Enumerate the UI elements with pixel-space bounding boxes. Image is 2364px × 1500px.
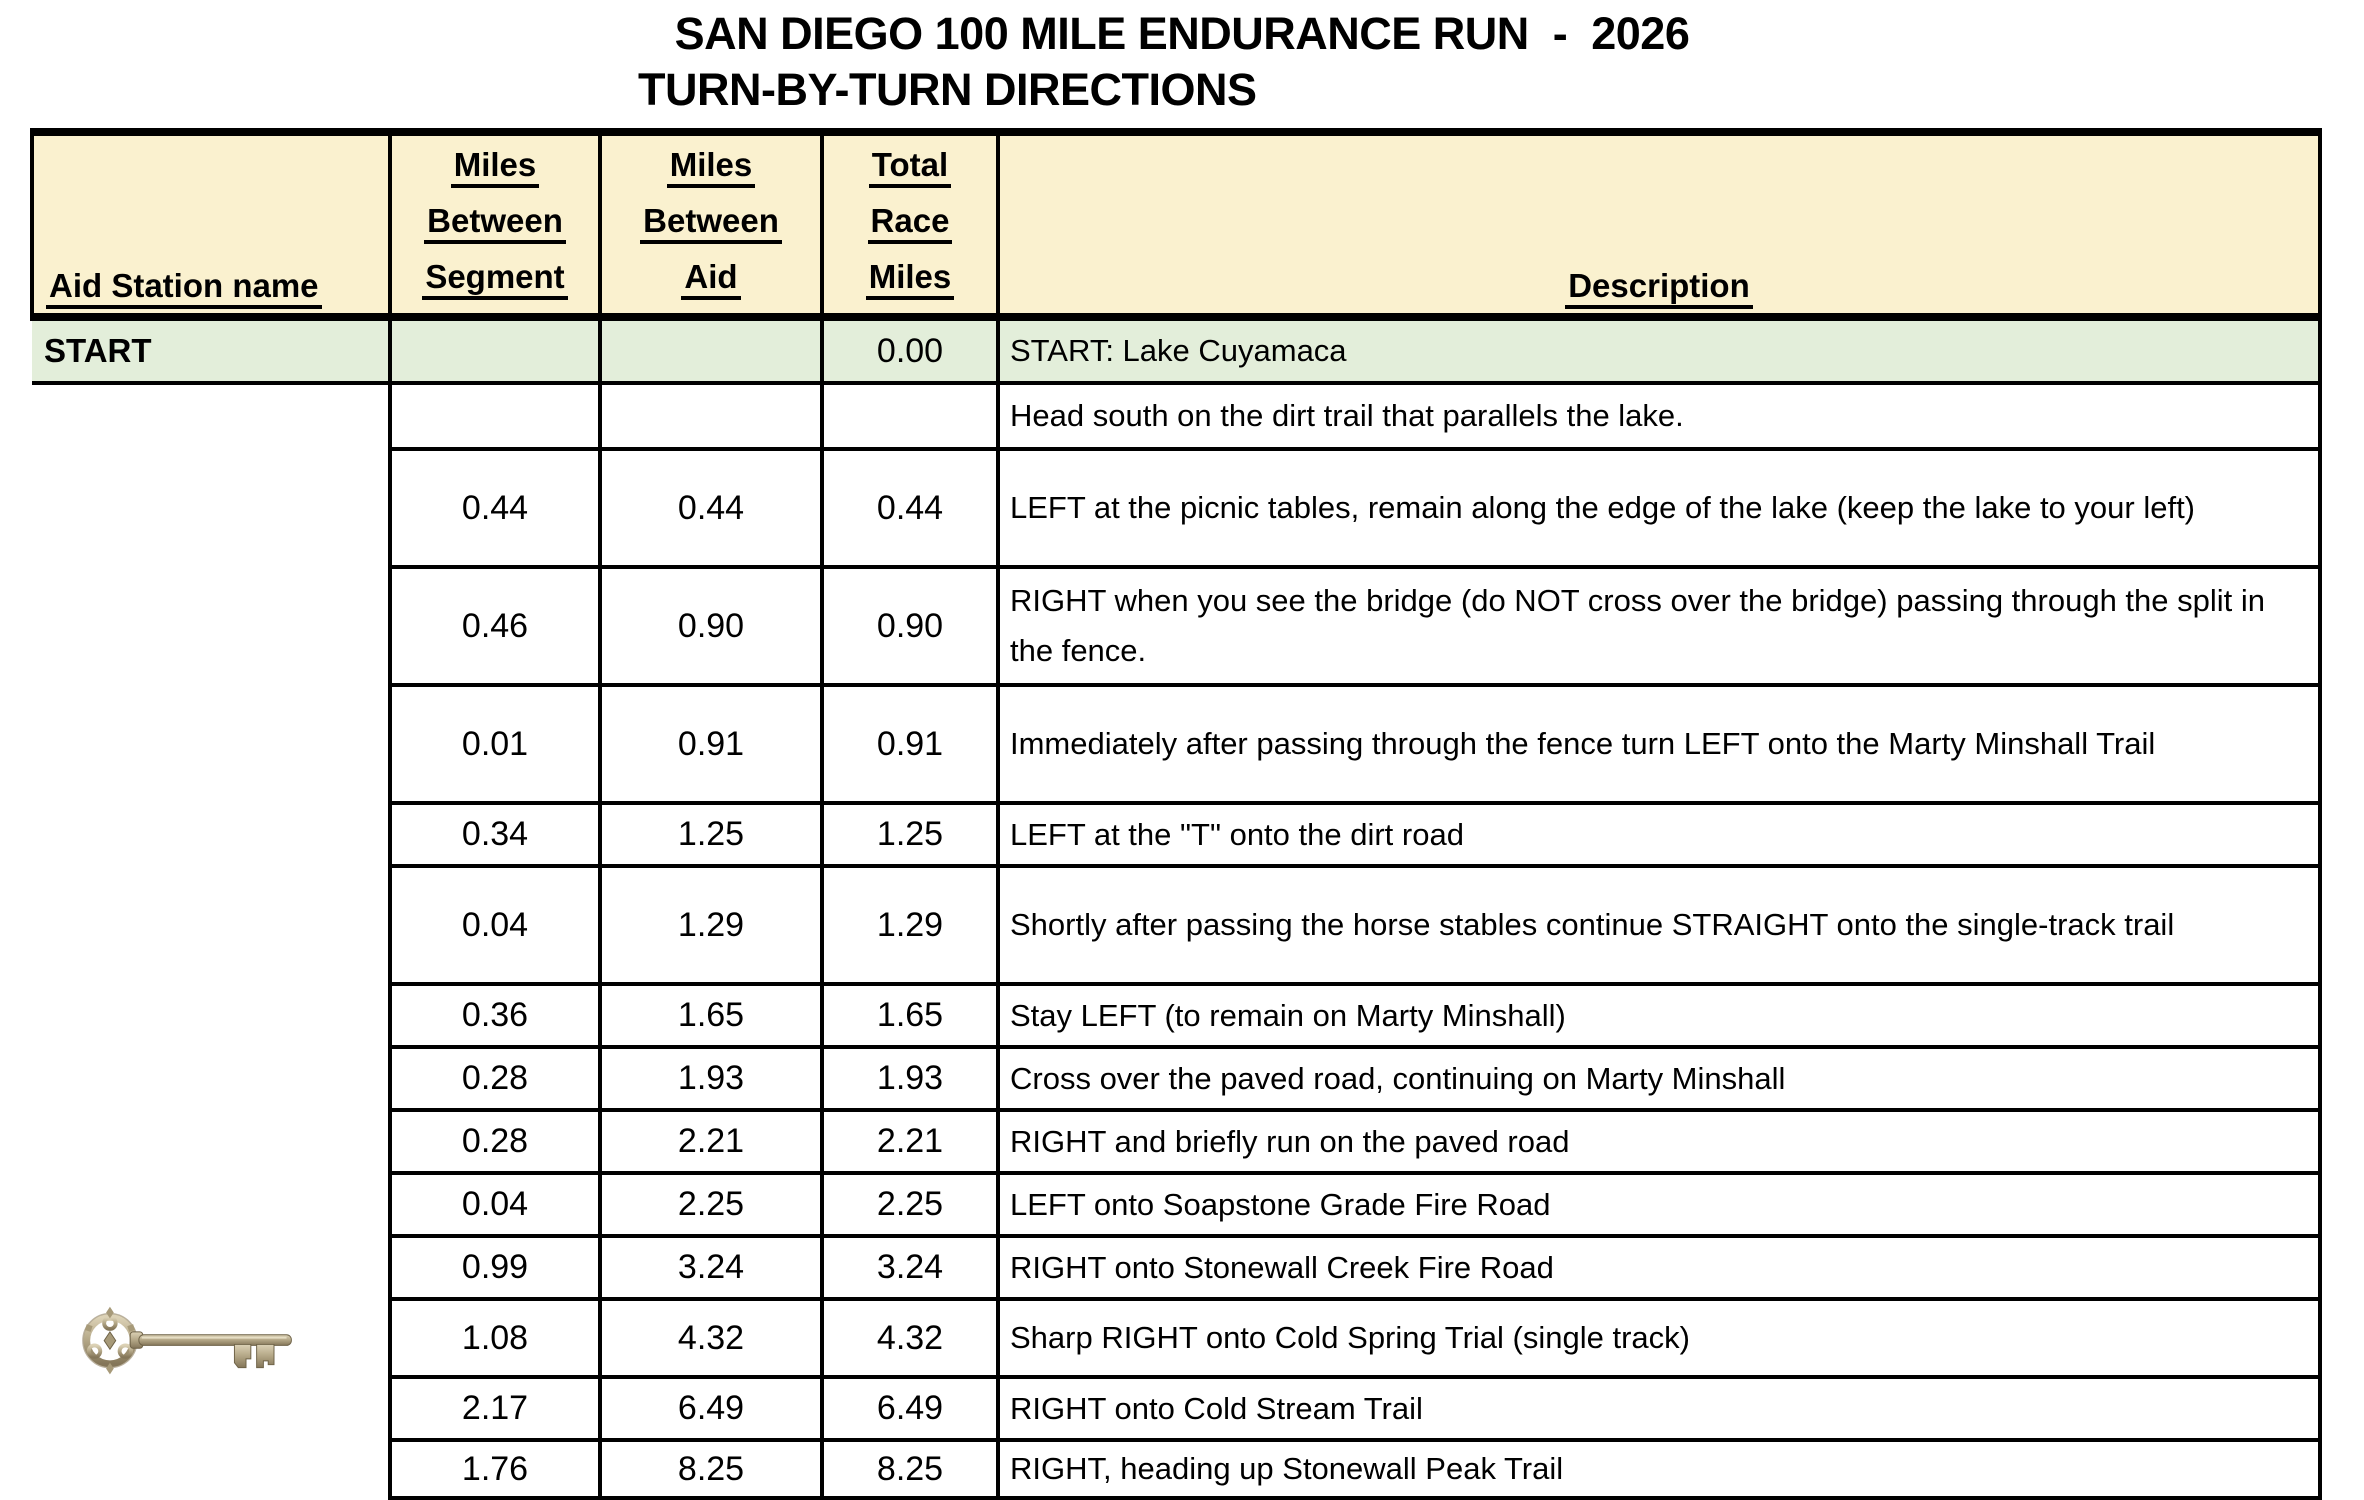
description-cell: START: Lake Cuyamaca	[996, 315, 2322, 385]
description-cell: RIGHT onto Stonewall Creek Fire Road	[996, 1234, 2322, 1301]
title-block: SAN DIEGO 100 MILE ENDURANCE RUN - 2026 …	[0, 0, 2364, 116]
col-header-label: Race	[867, 202, 953, 244]
col-header-label: Total	[868, 146, 952, 188]
description-cell: RIGHT onto Cold Stream Trail	[996, 1375, 2322, 1442]
table-row: 0.28 2.21 2.21 RIGHT and briefly run on …	[32, 1108, 2322, 1175]
miles-segment-cell: 0.28	[388, 1045, 602, 1112]
col-header-label: Between	[640, 202, 782, 244]
miles-segment-cell: 0.04	[388, 864, 602, 986]
col-header-description: Description	[996, 128, 2322, 321]
miles-aid-cell: 4.32	[598, 1297, 824, 1379]
aid-station-column-blank	[32, 383, 392, 1498]
total-miles-cell: 1.65	[820, 982, 1000, 1049]
miles-aid-cell: 3.24	[598, 1234, 824, 1301]
miles-segment-cell: 0.34	[388, 801, 602, 868]
miles-segment-cell	[388, 381, 602, 451]
miles-segment-cell	[388, 315, 602, 385]
miles-aid-cell: 1.65	[598, 982, 824, 1049]
total-miles-cell: 6.49	[820, 1375, 1000, 1442]
description-cell: LEFT at the picnic tables, remain along …	[996, 447, 2322, 569]
col-header-label: Miles	[450, 146, 540, 188]
miles-segment-cell: 0.28	[388, 1108, 602, 1175]
miles-segment-cell: 0.36	[388, 982, 602, 1049]
aid-station-cell: START	[32, 315, 392, 385]
header-row: Aid Station name Miles Between Segment M…	[30, 128, 2322, 321]
miles-aid-cell: 2.21	[598, 1108, 824, 1175]
miles-aid-cell: 0.90	[598, 565, 824, 687]
miles-aid-cell: 1.25	[598, 801, 824, 868]
table-row: 0.04 1.29 1.29 Shortly after passing the…	[32, 864, 2322, 986]
miles-aid-cell	[598, 315, 824, 385]
miles-aid-cell: 0.91	[598, 683, 824, 805]
col-header-label: Description	[1565, 267, 1753, 309]
total-miles-cell: 0.00	[820, 315, 1000, 385]
miles-segment-cell: 0.99	[388, 1234, 602, 1301]
table-row: 0.34 1.25 1.25 LEFT at the "T" onto the …	[32, 801, 2322, 868]
table-row: 0.46 0.90 0.90 RIGHT when you see the br…	[32, 565, 2322, 687]
table-row: 0.01 0.91 0.91 Immediately after passing…	[32, 683, 2322, 805]
miles-aid-cell: 0.44	[598, 447, 824, 569]
col-header-label: Aid	[681, 258, 741, 300]
miles-segment-cell: 0.46	[388, 565, 602, 687]
page-title: SAN DIEGO 100 MILE ENDURANCE RUN - 2026	[674, 8, 1690, 59]
col-header-miles-between-segment: Miles Between Segment	[388, 128, 602, 321]
description-cell: Stay LEFT (to remain on Marty Minshall)	[996, 982, 2322, 1049]
miles-segment-cell: 1.76	[388, 1438, 602, 1500]
total-miles-cell: 8.25	[820, 1438, 1000, 1500]
miles-segment-cell: 0.01	[388, 683, 602, 805]
miles-segment-cell: 1.08	[388, 1297, 602, 1379]
col-header-label: Miles	[666, 146, 756, 188]
col-header-aid-station: Aid Station name	[30, 128, 392, 321]
total-miles-cell: 4.32	[820, 1297, 1000, 1379]
description-cell: Cross over the paved road, continuing on…	[996, 1045, 2322, 1112]
total-miles-cell	[820, 381, 1000, 451]
description-cell: RIGHT and briefly run on the paved road	[996, 1108, 2322, 1175]
table-row: 0.99 3.24 3.24 RIGHT onto Stonewall Cree…	[32, 1234, 2322, 1301]
total-miles-cell: 0.90	[820, 565, 1000, 687]
table-row: 0.04 2.25 2.25 LEFT onto Soapstone Grade…	[32, 1171, 2322, 1238]
page-subtitle: TURN-BY-TURN DIRECTIONS	[638, 64, 1257, 115]
miles-aid-cell: 2.25	[598, 1171, 824, 1238]
miles-segment-cell: 0.04	[388, 1171, 602, 1238]
miles-aid-cell: 1.29	[598, 864, 824, 986]
description-cell: LEFT onto Soapstone Grade Fire Road	[996, 1171, 2322, 1238]
description-cell: RIGHT, heading up Stonewall Peak Trail	[996, 1438, 2322, 1500]
total-miles-cell: 2.25	[820, 1171, 1000, 1238]
col-header-label: Segment	[422, 258, 568, 300]
total-miles-cell: 3.24	[820, 1234, 1000, 1301]
table-row: 0.44 0.44 0.44 LEFT at the picnic tables…	[32, 447, 2322, 569]
miles-aid-cell	[598, 381, 824, 451]
miles-aid-cell: 1.93	[598, 1045, 824, 1112]
description-cell: RIGHT when you see the bridge (do NOT cr…	[996, 565, 2322, 687]
col-header-label: Aid Station name	[46, 267, 322, 309]
key-image	[75, 1301, 307, 1385]
miles-aid-cell: 6.49	[598, 1375, 824, 1442]
col-header-total-race-miles: Total Race Miles	[820, 128, 1000, 321]
description-cell: Head south on the dirt trail that parall…	[996, 381, 2322, 451]
table-row: 0.36 1.65 1.65 Stay LEFT (to remain on M…	[32, 982, 2322, 1049]
table-row: 1.08 4.32 4.32 Sharp RIGHT onto Cold Spr…	[32, 1297, 2322, 1379]
description-cell: LEFT at the "T" onto the dirt road	[996, 801, 2322, 868]
description-cell: Immediately after passing through the fe…	[996, 683, 2322, 805]
description-cell: Sharp RIGHT onto Cold Spring Trial (sing…	[996, 1297, 2322, 1379]
table-row: 0.28 1.93 1.93 Cross over the paved road…	[32, 1045, 2322, 1112]
table-row-start: START 0.00 START: Lake Cuyamaca	[32, 315, 2322, 385]
col-header-label: Between	[424, 202, 566, 244]
total-miles-cell: 1.25	[820, 801, 1000, 868]
description-cell: Shortly after passing the horse stables …	[996, 864, 2322, 986]
total-miles-cell: 0.44	[820, 447, 1000, 569]
directions-table: Aid Station name Miles Between Segment M…	[30, 128, 2322, 1500]
table-row: Head south on the dirt trail that parall…	[32, 381, 2322, 1498]
miles-segment-cell: 2.17	[388, 1375, 602, 1442]
miles-segment-cell: 0.44	[388, 447, 602, 569]
total-miles-cell: 0.91	[820, 683, 1000, 805]
col-header-miles-between-aid: Miles Between Aid	[598, 128, 824, 321]
miles-aid-cell: 8.25	[598, 1438, 824, 1500]
total-miles-cell: 1.93	[820, 1045, 1000, 1112]
col-header-label: Miles	[865, 258, 955, 300]
total-miles-cell: 2.21	[820, 1108, 1000, 1175]
total-miles-cell: 1.29	[820, 864, 1000, 986]
